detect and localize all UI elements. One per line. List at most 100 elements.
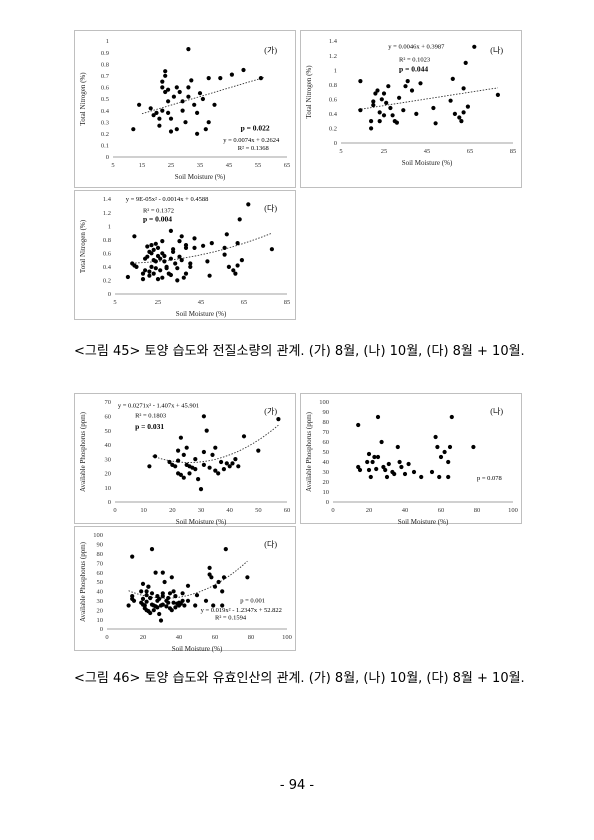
- y-tick-label: 1.2: [329, 53, 337, 60]
- data-point: [220, 603, 225, 608]
- data-point: [224, 461, 229, 466]
- data-point: [383, 467, 388, 473]
- y-tick-label: 90: [323, 409, 330, 416]
- data-point: [198, 487, 204, 492]
- y-tick-label: 0.9: [101, 50, 109, 57]
- y-tick-label: 60: [105, 413, 112, 420]
- data-point: [160, 85, 165, 90]
- chart-f45a: 5 15 25 35 45 55 65 0 0.1 0.2 0.3 0.4 0.5 0.6 0.7 0.8 0.…: [74, 30, 296, 188]
- data-point: [461, 86, 466, 91]
- data-point: [220, 589, 225, 594]
- data-point: [246, 202, 251, 207]
- data-point: [237, 217, 242, 222]
- data-point: [160, 79, 165, 84]
- data-point: [164, 604, 169, 609]
- data-point: [167, 591, 173, 596]
- data-point: [206, 120, 211, 125]
- data-point: [177, 239, 182, 244]
- data-point: [147, 464, 152, 469]
- data-point: [371, 99, 376, 104]
- data-point: [207, 465, 212, 470]
- chart-annotation: R² = 0.1023: [399, 56, 430, 63]
- data-point: [185, 583, 191, 588]
- data-point: [148, 595, 153, 601]
- data-point: [151, 271, 156, 276]
- x-tick-label: 35: [197, 162, 204, 169]
- data-point: [157, 116, 162, 121]
- y-axis-label: Total Nitrogen (%): [79, 72, 87, 126]
- data-point: [269, 247, 274, 252]
- data-point: [183, 120, 188, 125]
- data-point: [223, 547, 228, 552]
- chart-f46a-svg: 0 10 20 30 40 50 60 0 10 20 30 40 50 60 70 Soil Moistur…: [79, 399, 290, 526]
- data-point: [148, 106, 153, 111]
- data-point: [183, 245, 189, 250]
- data-point: [401, 108, 406, 113]
- data-point: [418, 81, 423, 86]
- y-tick-label: 0.6: [329, 96, 338, 103]
- x-axis-label: Soil Moisture (%): [176, 310, 227, 318]
- data-point: [155, 245, 161, 250]
- data-point: [158, 256, 163, 261]
- data-point: [181, 452, 186, 457]
- y-tick-label: 0.5: [101, 96, 109, 103]
- chart-annotation: y = 9E-05x² - 0.0014x + 0.4588: [126, 196, 209, 203]
- x-tick-label: 65: [241, 299, 248, 306]
- chart-f46c: 0 20 40 60 80 100 0 10 20 30 40 50 60 70 80 90 100 Soil M…: [74, 526, 296, 653]
- y-tick-label: 0: [334, 140, 337, 147]
- data-point: [180, 108, 185, 113]
- y-tick-label: 30: [97, 598, 104, 605]
- data-point: [495, 92, 500, 97]
- data-point: [173, 464, 178, 469]
- data-point: [457, 115, 462, 120]
- y-tick-label: 1.4: [329, 38, 338, 45]
- x-tick-label: 25: [381, 148, 388, 155]
- panel-label: (나): [490, 46, 503, 55]
- y-tick-label: 50: [97, 579, 104, 586]
- data-point: [450, 76, 455, 81]
- data-point: [379, 439, 384, 445]
- data-point: [193, 603, 198, 608]
- data-point: [157, 596, 162, 601]
- panel-label: (다): [264, 204, 277, 213]
- data-point: [149, 547, 155, 552]
- y-tick-label: 50: [105, 428, 112, 435]
- data-point: [173, 605, 178, 610]
- y-tick-label: 50: [323, 449, 330, 456]
- data-point: [200, 96, 205, 102]
- data-point: [369, 126, 374, 131]
- data-point: [162, 579, 167, 585]
- data-point: [203, 598, 209, 603]
- data-point: [140, 271, 146, 276]
- x-tick-label: 100: [282, 634, 292, 641]
- data-point: [447, 444, 453, 450]
- x-axis-label: Soil Moisture (%): [175, 173, 226, 181]
- data-point: [205, 259, 210, 264]
- data-point: [168, 228, 173, 233]
- data-point: [160, 239, 165, 244]
- data-point: [181, 475, 186, 480]
- data-point: [222, 245, 227, 250]
- data-point: [230, 461, 235, 466]
- y-tick-label: 60: [323, 439, 330, 446]
- y-axis-label: Available Phosphorus (ppm): [305, 411, 313, 492]
- data-point: [403, 84, 408, 89]
- x-tick-label: 0: [105, 634, 108, 641]
- data-point: [472, 44, 477, 49]
- data-point: [210, 452, 215, 457]
- data-point: [169, 608, 174, 613]
- data-point: [192, 102, 197, 107]
- data-point: [160, 570, 165, 575]
- chart-annotation: p = 0.044: [399, 65, 428, 74]
- data-point: [206, 76, 211, 81]
- chart-annotation: p = 0.001: [240, 598, 265, 605]
- data-point: [192, 236, 197, 241]
- y-tick-label: 0: [106, 154, 109, 161]
- data-point: [195, 131, 200, 136]
- data-point: [209, 575, 214, 580]
- data-point: [358, 108, 363, 113]
- data-point: [459, 119, 464, 124]
- data-point: [144, 589, 149, 594]
- y-tick-label: 0.8: [103, 237, 111, 244]
- data-point: [446, 459, 451, 465]
